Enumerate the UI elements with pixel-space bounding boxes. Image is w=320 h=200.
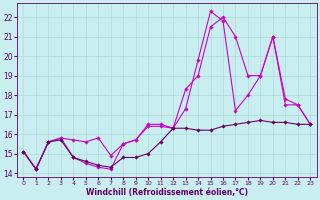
- X-axis label: Windchill (Refroidissement éolien,°C): Windchill (Refroidissement éolien,°C): [86, 188, 248, 197]
